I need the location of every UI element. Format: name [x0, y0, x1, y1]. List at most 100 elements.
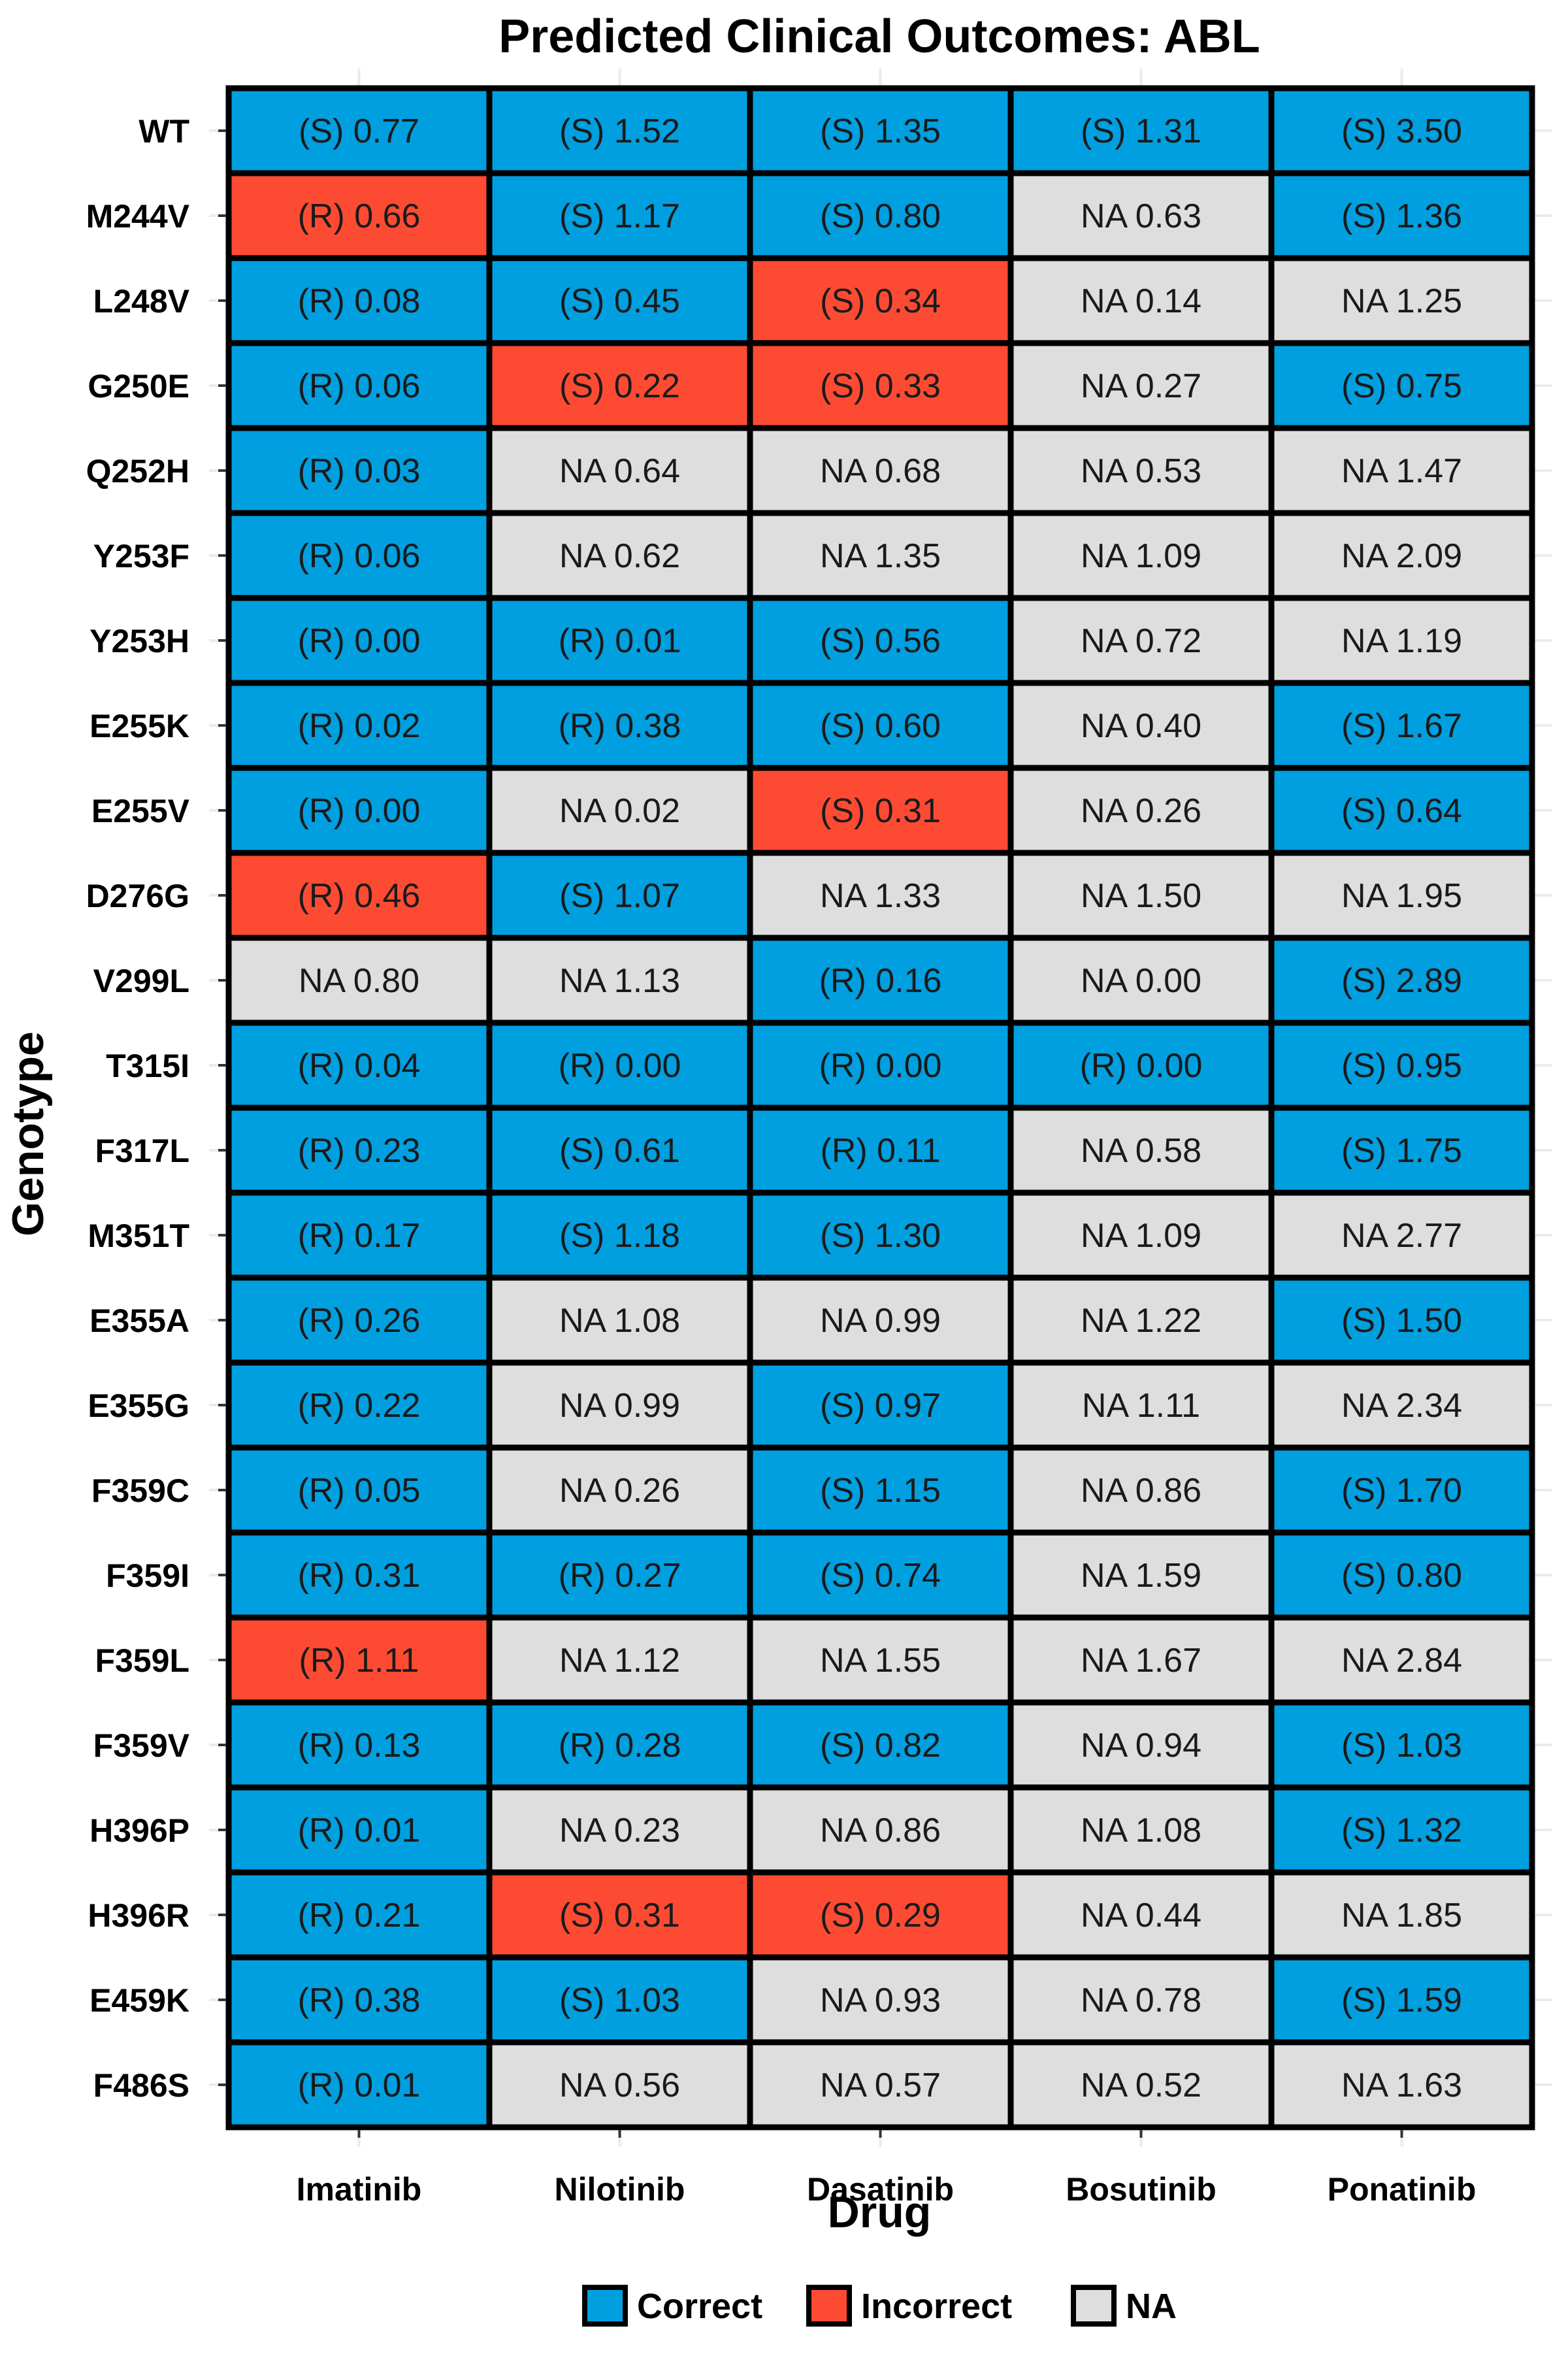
cell-value-label: (S) 0.45 [559, 282, 680, 320]
cell-value-label: (R) 0.06 [298, 367, 421, 405]
heatmap-cell-wt-nilotinib [486, 85, 753, 176]
y-axis-title: Genotype [3, 1031, 53, 1236]
heatmap-cell-d276g-bosutinib [1007, 850, 1275, 941]
y-tick-label: H396R [88, 1897, 189, 1934]
cell-value-label: NA 1.22 [1081, 1302, 1201, 1340]
y-tick-label: E355G [88, 1387, 189, 1424]
heatmap-cell-h396p-ponatinib [1268, 1784, 1535, 1876]
cell-value-label: NA 0.93 [820, 1982, 941, 2019]
cell-value-label: (S) 0.29 [820, 1897, 941, 1934]
x-tick-label: Nilotinib [555, 2171, 685, 2208]
y-tick-label: F359L [95, 1642, 189, 1679]
cell-value-label: (R) 0.23 [298, 1132, 421, 1170]
cell-value-label: (R) 0.66 [298, 197, 421, 235]
y-tick-label: Y253F [93, 538, 189, 574]
cell-value-label: NA 0.40 [1081, 707, 1201, 745]
cell-value-label: NA 0.26 [559, 1472, 680, 1510]
heatmap-cell-l248v-nilotinib [486, 255, 753, 346]
cell-value-label: (S) 1.52 [559, 112, 680, 150]
cell-labels: (S) 0.77 (S) 1.52 (S) 1.35 (S) 1.31 (S) 3.50… [298, 112, 1462, 2104]
heatmap-cell-m351t-ponatinib [1268, 1189, 1535, 1281]
legend-label-correct: Correct [637, 2287, 762, 2326]
cell-value-label: NA 2.34 [1341, 1387, 1462, 1425]
cell-value-label: NA 0.68 [820, 452, 941, 490]
heatmap-cell-e255v-ponatinib [1268, 765, 1535, 856]
cell-value-label: (R) 0.00 [298, 792, 421, 830]
heatmap-cell-m351t-imatinib [225, 1189, 493, 1281]
cell-value-label: (S) 2.89 [1341, 962, 1462, 1000]
heatmap-cell-d276g-dasatinib [747, 850, 1014, 941]
cell-value-label: (S) 1.36 [1341, 197, 1462, 235]
cell-value-label: (S) 0.60 [820, 707, 941, 745]
cell-value-label: (S) 0.74 [820, 1557, 941, 1595]
legend-swatch-correct [582, 2285, 628, 2327]
y-tick-label: F359I [106, 1557, 189, 1594]
legend-swatch-incorrect [806, 2285, 852, 2327]
cell-value-label: (R) 0.01 [559, 622, 681, 660]
heatmap-cell-e355g-ponatinib [1268, 1359, 1535, 1451]
heatmap-cell-t315i-dasatinib [747, 1020, 1014, 1111]
cell-value-label: NA 1.11 [1082, 1387, 1200, 1425]
cell-value-label: (R) 0.01 [298, 2066, 421, 2104]
cell-value-label: (R) 0.00 [819, 1047, 942, 1085]
cell-value-label: (S) 0.22 [559, 367, 680, 405]
heatmap-cell-e355a-nilotinib [486, 1274, 753, 1366]
cell-value-label: (R) 0.22 [298, 1387, 421, 1425]
cell-value-label: (S) 0.80 [820, 197, 941, 235]
cell-value-label: NA 1.85 [1341, 1897, 1462, 1934]
heatmap-cell-f359v-nilotinib [486, 1699, 753, 1791]
cell-value-label: NA 0.63 [1081, 197, 1201, 235]
cell-value-label: NA 1.13 [559, 962, 680, 1000]
y-tick-label: E255V [91, 793, 190, 829]
cell-value-label: NA 0.80 [299, 962, 419, 1000]
cell-value-label: NA 0.78 [1081, 1982, 1201, 2019]
heatmap-cell-v299l-nilotinib [486, 935, 753, 1026]
heatmap-cell-l248v-dasatinib [747, 255, 1014, 346]
cell-value-label: NA 0.26 [1081, 792, 1201, 830]
heatmap-cell-m244v-ponatinib [1268, 170, 1535, 261]
heatmap-cell-f359i-ponatinib [1268, 1529, 1535, 1621]
y-tick-label: L248V [93, 283, 190, 320]
cell-value-label: NA 0.86 [1081, 1472, 1201, 1510]
heatmap-cell-e355a-dasatinib [747, 1274, 1014, 1366]
cell-value-label: (R) 0.38 [298, 1982, 421, 2019]
cell-value-label: NA 0.57 [820, 2066, 941, 2104]
cell-value-label: (R) 0.26 [298, 1302, 421, 1340]
cell-value-label: (R) 0.16 [819, 962, 942, 1000]
y-tick-label: M244V [86, 198, 190, 235]
heatmap-cell-f359l-ponatinib [1268, 1614, 1535, 1706]
cell-value-label: (S) 0.31 [559, 1897, 680, 1934]
cell-value-label: NA 2.09 [1341, 537, 1462, 575]
cell-value-label: (S) 1.67 [1341, 707, 1462, 745]
cell-value-label: (R) 0.21 [298, 1897, 421, 1934]
cell-value-label: (S) 0.31 [820, 792, 941, 830]
cell-value-label: NA 1.08 [1081, 1812, 1201, 1850]
x-tick-label: Imatinib [297, 2171, 422, 2208]
y-tick-label: E255K [90, 708, 189, 744]
heatmap-cell-t315i-bosutinib [1007, 1020, 1275, 1111]
cell-value-label: NA 0.99 [559, 1387, 680, 1425]
cell-value-label: NA 1.63 [1341, 2066, 1462, 2104]
cell-value-label: (R) 0.13 [298, 1727, 421, 1765]
cell-value-label: (R) 0.46 [298, 877, 421, 915]
y-tick-label: V299L [93, 963, 189, 999]
cell-value-label: (R) 0.17 [298, 1217, 421, 1255]
cell-value-label: NA 0.64 [559, 452, 680, 490]
cell-value-label: (R) 0.27 [559, 1557, 681, 1595]
cell-value-label: NA 1.09 [1081, 537, 1201, 575]
heatmap-cell-e255v-bosutinib [1007, 765, 1275, 856]
heatmap-cell-t315i-nilotinib [486, 1020, 753, 1111]
heatmap-cell-m244v-bosutinib [1007, 170, 1275, 261]
cell-value-label: NA 1.33 [820, 877, 941, 915]
heatmap-cell-g250e-nilotinib [486, 340, 753, 431]
heatmap-cell-m244v-dasatinib [747, 170, 1014, 261]
cell-value-label: (R) 0.03 [298, 452, 421, 490]
cell-value-label: NA 0.14 [1081, 282, 1201, 320]
heatmap-cell-e355a-bosutinib [1007, 1274, 1275, 1366]
heatmap-cell-d276g-ponatinib [1268, 850, 1535, 941]
legend-label-incorrect: Incorrect [861, 2287, 1012, 2326]
y-tick-label: F359C [91, 1472, 189, 1509]
cell-value-label: NA 1.59 [1081, 1557, 1201, 1595]
heatmap-cell-y253h-dasatinib [747, 595, 1014, 686]
cell-value-label: NA 2.84 [1341, 1642, 1462, 1680]
